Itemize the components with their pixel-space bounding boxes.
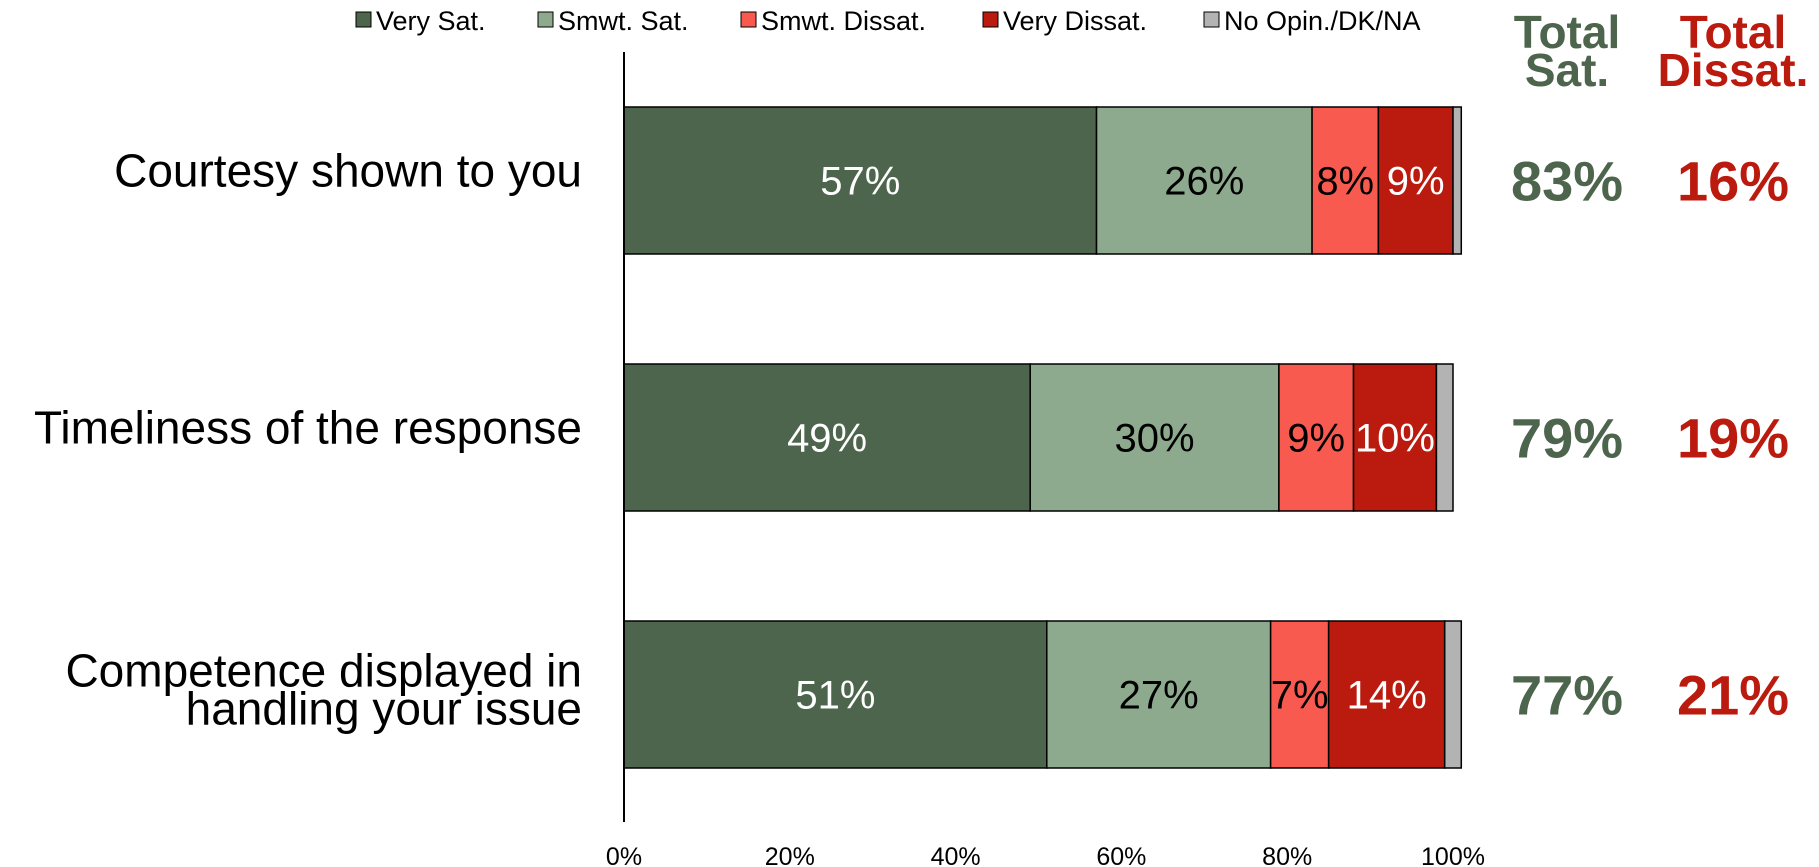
x-tick-label: 40% xyxy=(931,843,981,867)
data-label: 14% xyxy=(1347,674,1427,718)
bar-segment xyxy=(1278,363,1355,512)
x-tick-label: 60% xyxy=(1096,843,1146,867)
legend-swatch xyxy=(355,11,372,28)
bar-segment xyxy=(1311,106,1380,255)
summary-value: 16% xyxy=(1677,150,1789,213)
legend-label: Very Dissat. xyxy=(1003,6,1147,36)
bar-segment xyxy=(1452,106,1463,255)
category-label: Timeliness of the response xyxy=(34,402,582,454)
category-label: handling your issue xyxy=(186,683,582,735)
data-label: 7% xyxy=(1271,674,1329,718)
legend-swatch xyxy=(1203,11,1220,28)
legend-label: Smwt. Dissat. xyxy=(761,6,926,36)
data-label: 9% xyxy=(1387,160,1445,204)
legend-swatch xyxy=(982,11,999,28)
bar-segment xyxy=(1443,620,1463,769)
x-tick-label: 100% xyxy=(1421,843,1485,867)
summary-value: 79% xyxy=(1511,407,1623,470)
legend-swatch xyxy=(537,11,554,28)
summary-value: 19% xyxy=(1677,407,1789,470)
x-tick-label: 80% xyxy=(1262,843,1312,867)
summary-header: Dissat. xyxy=(1658,44,1809,96)
legend: Very Sat. Smwt. Sat. Smwt. Dissat. Very Dis… xyxy=(355,6,1421,36)
bar-segment xyxy=(1352,363,1438,512)
data-label: 10% xyxy=(1355,417,1435,461)
x-tick-label: 0% xyxy=(606,843,642,867)
legend-label: Very Sat. xyxy=(376,6,486,36)
data-label: 26% xyxy=(1164,160,1244,204)
data-label: 27% xyxy=(1119,674,1199,718)
summary-header: Total xyxy=(1680,6,1786,58)
category-label: Courtesy shown to you xyxy=(114,145,582,197)
data-label: 8% xyxy=(1316,160,1374,204)
bar-segment xyxy=(1269,620,1330,769)
bar-segment xyxy=(1046,620,1272,769)
bar-segment xyxy=(1435,363,1454,512)
data-label: 51% xyxy=(795,674,875,718)
summary-header: Total xyxy=(1514,6,1620,58)
bar-segment xyxy=(1029,363,1280,512)
data-label: 57% xyxy=(820,160,900,204)
x-tick-label: 20% xyxy=(765,843,815,867)
legend-swatch xyxy=(740,11,757,28)
category-labels: Courtesy shown to you Timeliness of the r… xyxy=(34,145,582,735)
summary-value: 83% xyxy=(1511,150,1623,213)
bar-segment xyxy=(1377,106,1454,255)
data-label: 49% xyxy=(787,417,867,461)
summary-header: Sat. xyxy=(1525,44,1609,96)
bars: 57% 26% 8% 9%49% 30% 9% 10%51% 27% 7% 14% xyxy=(623,106,1463,769)
data-label: 9% xyxy=(1287,417,1345,461)
legend-label: Smwt. Sat. xyxy=(558,6,689,36)
data-label: 30% xyxy=(1115,417,1195,461)
summary-value: 77% xyxy=(1511,664,1623,727)
x-axis: 0% 20% 40% 60% 80% 100% xyxy=(606,52,1485,867)
bar-segment xyxy=(623,363,1031,512)
summary-value: 21% xyxy=(1677,664,1789,727)
bar-segment xyxy=(1095,106,1313,255)
category-label: Competence displayed in xyxy=(65,645,582,697)
legend-label: No Opin./DK/NA xyxy=(1224,6,1421,36)
